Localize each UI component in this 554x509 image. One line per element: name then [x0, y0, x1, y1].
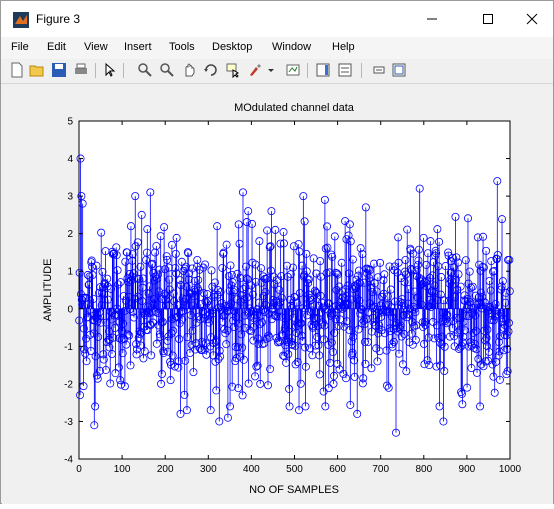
y-tick-label: -2 [64, 379, 73, 390]
toolbar-separator [123, 63, 124, 78]
y-tick-label: 2 [67, 229, 73, 240]
menu-tools[interactable]: Tools [169, 41, 195, 53]
maximize-button[interactable] [465, 5, 511, 33]
print-icon[interactable] [73, 62, 89, 78]
menu-edit[interactable]: Edit [47, 41, 66, 53]
zoom-out-icon[interactable] [159, 62, 175, 78]
x-tick-label: 900 [459, 464, 476, 475]
close-icon [526, 13, 538, 25]
y-tick-label: -4 [64, 455, 73, 466]
rotate-3d-icon[interactable] [203, 62, 219, 78]
x-tick-label: 400 [243, 464, 260, 475]
menu-bar: File Edit View Insert Tools Desktop Wind… [1, 37, 553, 59]
close-button[interactable] [509, 5, 554, 33]
y-tick-label: -3 [64, 417, 73, 428]
save-icon[interactable] [51, 62, 67, 78]
x-axis-label: NO OF SAMPLES [249, 484, 339, 496]
minimize-button[interactable] [409, 5, 455, 33]
x-tick-label: 500 [286, 464, 303, 475]
y-tick-label: 1 [67, 267, 73, 278]
title-bar[interactable]: Figure 3 [1, 1, 553, 37]
x-tick-label: 1000 [499, 464, 522, 475]
figure-toolbar [1, 59, 553, 84]
menu-file[interactable]: File [11, 41, 29, 53]
matlab-logo-icon [13, 12, 29, 28]
minimize-icon [426, 13, 438, 25]
menu-help[interactable]: Help [332, 41, 355, 53]
x-tick-label: 0 [76, 464, 82, 475]
figure-canvas: 0 100 200 300 400 500 600 700 800 900 1000 -4 -3 -2 -1… [2, 84, 553, 504]
chart-title: MOdulated channel data [234, 102, 355, 114]
data-cursor-icon[interactable] [225, 62, 241, 78]
menu-view[interactable]: View [84, 41, 108, 53]
open-file-icon[interactable] [29, 62, 45, 78]
y-tick-label: 3 [67, 192, 73, 203]
y-axis-label: AMPLITUDE [42, 259, 54, 322]
toolbar-separator [361, 63, 362, 78]
menu-insert[interactable]: Insert [124, 41, 152, 53]
legend-icon[interactable] [337, 62, 353, 78]
show-plot-tools-icon[interactable] [391, 62, 407, 78]
hide-plot-tools-icon[interactable] [371, 62, 387, 78]
pointer-icon[interactable] [101, 62, 117, 78]
toolbar-separator [95, 63, 96, 78]
menu-desktop[interactable]: Desktop [212, 41, 252, 53]
brush-dropdown-icon[interactable] [263, 62, 279, 78]
pan-icon[interactable] [181, 62, 197, 78]
x-tick-label: 600 [329, 464, 346, 475]
y-tick-label: -1 [64, 342, 73, 353]
y-tick-label: 5 [67, 117, 73, 128]
maximize-icon [482, 13, 494, 25]
window-title: Figure 3 [36, 12, 80, 26]
new-figure-icon[interactable] [9, 62, 25, 78]
menu-window[interactable]: Window [272, 41, 311, 53]
x-tick-label: 700 [372, 464, 389, 475]
toolbar-separator [307, 63, 308, 78]
y-tick-label: 4 [67, 154, 73, 165]
x-tick-label: 300 [200, 464, 217, 475]
x-tick-label: 200 [157, 464, 174, 475]
x-tick-label: 100 [114, 464, 131, 475]
x-tick-label: 800 [415, 464, 432, 475]
brush-icon[interactable] [247, 62, 263, 78]
link-plot-icon[interactable] [285, 62, 301, 78]
colorbar-icon[interactable] [315, 62, 331, 78]
stem-plot[interactable]: 0 100 200 300 400 500 600 700 800 900 1000 -4 -3 -2 -1… [2, 84, 553, 504]
y-tick-label: 0 [67, 304, 73, 315]
zoom-in-icon[interactable] [137, 62, 153, 78]
